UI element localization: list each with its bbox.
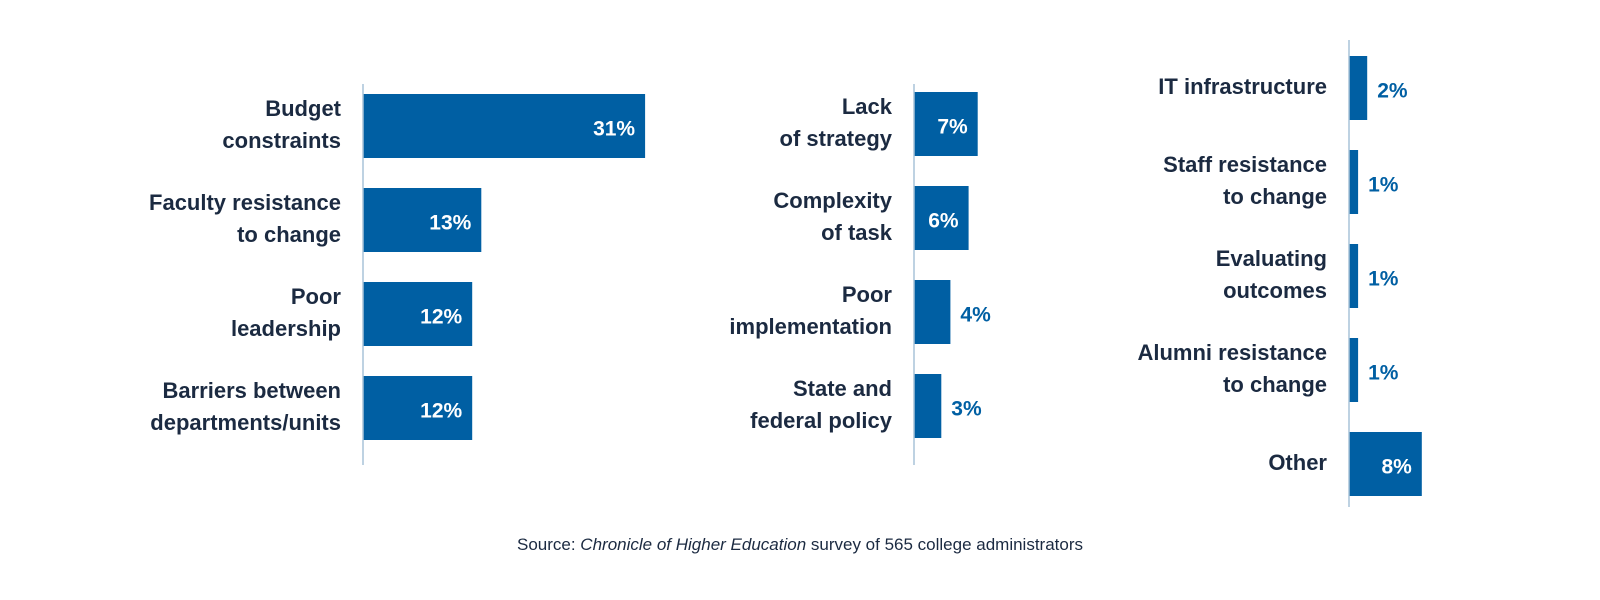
category-label: Complexity: [773, 188, 892, 213]
category-label: Evaluating: [1216, 246, 1327, 271]
source-suffix: survey of 565 college administrators: [806, 535, 1084, 554]
data-label: 3%: [951, 398, 982, 421]
category-label: Poor: [291, 284, 342, 309]
bar: [1349, 432, 1422, 496]
data-label: 6%: [928, 210, 959, 233]
category-label: Faculty resistance: [149, 190, 341, 215]
source-note: Source: Chronicle of Higher Education su…: [0, 535, 1600, 555]
category-label: of task: [821, 220, 893, 245]
category-label: to change: [1223, 372, 1327, 397]
category-label: Other: [1268, 450, 1327, 475]
category-label: IT infrastructure: [1158, 74, 1327, 99]
data-label: 12%: [420, 306, 462, 329]
category-label: constraints: [222, 128, 341, 153]
category-label: Staff resistance: [1163, 152, 1327, 177]
category-label: Lack: [842, 94, 893, 119]
data-label: 1%: [1368, 268, 1399, 291]
bar: [914, 92, 978, 156]
data-label: 13%: [429, 212, 471, 235]
bar: [363, 282, 473, 346]
category-label: Barriers between: [162, 378, 341, 403]
data-label: 2%: [1377, 80, 1408, 103]
category-label: implementation: [729, 314, 892, 339]
source-publication: Chronicle of Higher Education: [580, 535, 807, 554]
category-label: to change: [237, 222, 341, 247]
category-label: to change: [1223, 184, 1327, 209]
bar: [914, 280, 951, 344]
bar: [363, 188, 482, 252]
data-label: 4%: [960, 304, 991, 327]
data-label: 12%: [420, 400, 462, 423]
category-label: Alumni resistance: [1137, 340, 1327, 365]
bar: [1349, 150, 1359, 214]
bar: [1349, 56, 1368, 120]
data-label: 31%: [593, 118, 635, 141]
bar: [363, 94, 646, 158]
category-label: of strategy: [780, 126, 893, 151]
bar: [1349, 244, 1359, 308]
category-label: departments/units: [150, 410, 341, 435]
data-label: 8%: [1381, 456, 1412, 479]
category-label: Poor: [842, 282, 893, 307]
category-label: State and: [793, 376, 892, 401]
bar: [914, 374, 942, 438]
category-label: federal policy: [750, 408, 893, 433]
bar: [1349, 338, 1359, 402]
data-label: 1%: [1368, 362, 1399, 385]
data-label: 7%: [937, 116, 968, 139]
category-label: Budget: [265, 96, 341, 121]
source-prefix: Source:: [516, 535, 581, 554]
bar: [363, 376, 473, 440]
bar: [914, 186, 969, 250]
data-label: 1%: [1368, 174, 1399, 197]
category-label: outcomes: [1223, 278, 1327, 303]
category-label: leadership: [231, 316, 341, 341]
